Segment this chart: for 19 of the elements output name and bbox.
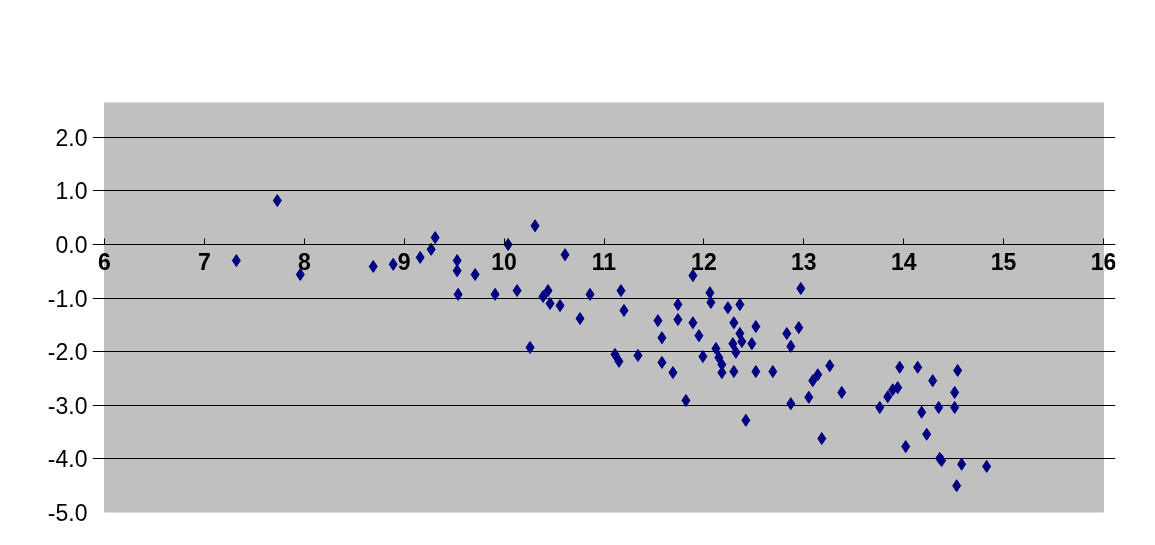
y-tick-label: -4.0: [47, 446, 88, 473]
y-tick-label: -2.0: [47, 339, 88, 366]
x-tick-label: 14: [890, 248, 917, 275]
x-tick-label: 8: [297, 248, 311, 275]
x-tick-label: 12: [691, 248, 717, 275]
y-tick-label: -1.0: [47, 285, 88, 312]
y-tick-label: -5.0: [47, 500, 88, 526]
y-tick-label: 2.0: [55, 124, 88, 151]
x-tick-label: 7: [197, 248, 211, 275]
x-tick-label: 16: [1090, 248, 1117, 275]
x-tick-label: 9: [397, 248, 411, 275]
x-tick-label: 11: [591, 248, 617, 275]
y-tick-label: 1.0: [55, 178, 88, 205]
y-tick-label: -3.0: [47, 392, 88, 419]
y-tick-label: 0.0: [55, 232, 88, 259]
x-tick-label: 10: [491, 248, 517, 275]
x-tick-label: 13: [791, 248, 817, 275]
x-tick-label: 6: [98, 248, 111, 275]
x-tick-label: 15: [990, 248, 1017, 275]
